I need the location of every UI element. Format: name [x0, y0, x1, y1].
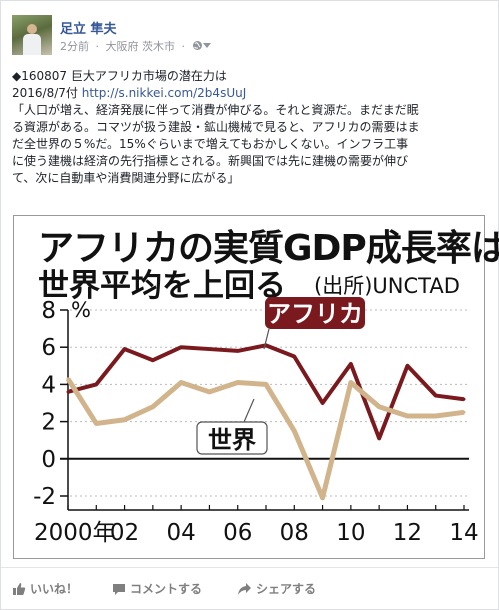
post-link[interactable]: http://s.nikkei.com/2b4sUuJ [81, 86, 247, 100]
chart-source: (出所)UNCTAD [314, 274, 460, 298]
world-series-label: 世界 [208, 426, 256, 454]
x-tick-label: 02 [110, 520, 139, 546]
data-point [179, 381, 183, 385]
globe-icon[interactable] [192, 40, 203, 51]
data-point [292, 429, 296, 433]
data-point [462, 410, 466, 414]
post-line: る資源がある。コマツが扱う建設・鉱山機械で見ると、アフリカの需要はま [12, 120, 420, 134]
chart-title: アフリカの実質GDP成長率は [38, 228, 499, 269]
data-point [434, 394, 438, 398]
post-time[interactable]: 2分前 [60, 40, 89, 53]
y-tick-label: 2 [41, 410, 56, 436]
post-date: 2016/8/7付 [12, 86, 78, 100]
y-unit-label: % [71, 298, 91, 322]
africa-label-leader [263, 328, 270, 350]
data-point [349, 362, 353, 366]
comment-icon [113, 583, 125, 595]
post-text: ◆160807 巨大アフリカ市場の潜在力は 2016/8/7付 http://s… [12, 68, 490, 187]
post-line: だ全世界の５%だ。15%ぐらいまで増えてもおかしくない。インフラ工事 [12, 137, 409, 151]
post-line: て、次に自動車や消費関連分野に広がる」 [12, 171, 240, 185]
y-tick-label: 0 [41, 447, 56, 473]
data-point [66, 390, 70, 394]
x-tick-label: 04 [167, 520, 196, 546]
avatar[interactable] [12, 15, 52, 55]
data-point [179, 345, 183, 349]
post-line: ◆160807 巨大アフリカ市場の潜在力は [12, 69, 227, 83]
data-point [405, 364, 409, 368]
post-line: 2016/8/7付 http://s.nikkei.com/2b4sUuJ [12, 85, 490, 102]
author-name[interactable]: 足立 隼夫 [60, 22, 117, 37]
x-tick-label: 12 [393, 520, 422, 546]
comment-label: コメントする [130, 582, 203, 596]
thumbs-up-icon [13, 582, 26, 595]
data-point [236, 381, 240, 385]
y-tick-label: 4 [41, 372, 56, 398]
data-point [264, 382, 268, 386]
post-line: に使う建機は経済の先行指標とされる。新興国では先に建機の需要が伸び [12, 154, 409, 168]
like-label: いいね！ [30, 582, 79, 596]
africa-series-label: アフリカ [267, 300, 363, 328]
post-location[interactable]: 大阪府 茨木市 [105, 40, 176, 53]
y-tick-label: 8 [41, 298, 56, 324]
data-point [66, 377, 70, 381]
data-point [236, 349, 240, 353]
africa-label-box [265, 297, 365, 329]
x-tick-label: 06 [223, 520, 252, 546]
data-point [151, 405, 155, 409]
data-point [207, 347, 211, 351]
data-point [434, 414, 438, 418]
meta-separator: · [181, 40, 186, 53]
data-point [321, 401, 325, 405]
data-point [462, 397, 466, 401]
share-arrow-icon [238, 582, 251, 595]
world-label-box [196, 421, 268, 455]
x-tick-label: 2000年 [34, 520, 116, 546]
data-point [321, 496, 325, 500]
post-meta: 2分前 · 大阪府 茨木市 · [60, 38, 203, 54]
data-point [151, 358, 155, 362]
data-point [349, 381, 353, 385]
data-point [405, 414, 409, 418]
data-point [377, 436, 381, 440]
data-point [207, 390, 211, 394]
data-point [377, 405, 381, 409]
comment-button[interactable]: コメントする [112, 580, 202, 597]
meta-separator: · [95, 40, 100, 53]
like-button[interactable]: いいね！ [12, 580, 78, 597]
share-button[interactable]: シェアする [237, 580, 316, 597]
x-tick-label: 10 [336, 520, 365, 546]
x-tick-label: 14 [449, 520, 478, 546]
post-line: 「人口が増え、経済発展に伴って消費が伸びる。それと資源だ。まだまだ眠 [12, 103, 419, 117]
data-point [94, 382, 98, 386]
chart-subtitle: 世界平均を上回る [38, 268, 286, 304]
action-bar: いいね！ コメントする シェアする [1, 567, 498, 608]
share-label: シェアする [256, 582, 317, 596]
data-point [292, 355, 296, 358]
y-tick-label: 6 [41, 335, 56, 361]
data-point [123, 418, 127, 422]
world-label-leader [243, 398, 255, 423]
chevron-down-icon[interactable] [203, 43, 211, 48]
data-point [94, 421, 98, 425]
data-point [123, 347, 127, 351]
y-tick-label: -2 [33, 484, 56, 510]
x-tick-label: 08 [280, 520, 309, 546]
